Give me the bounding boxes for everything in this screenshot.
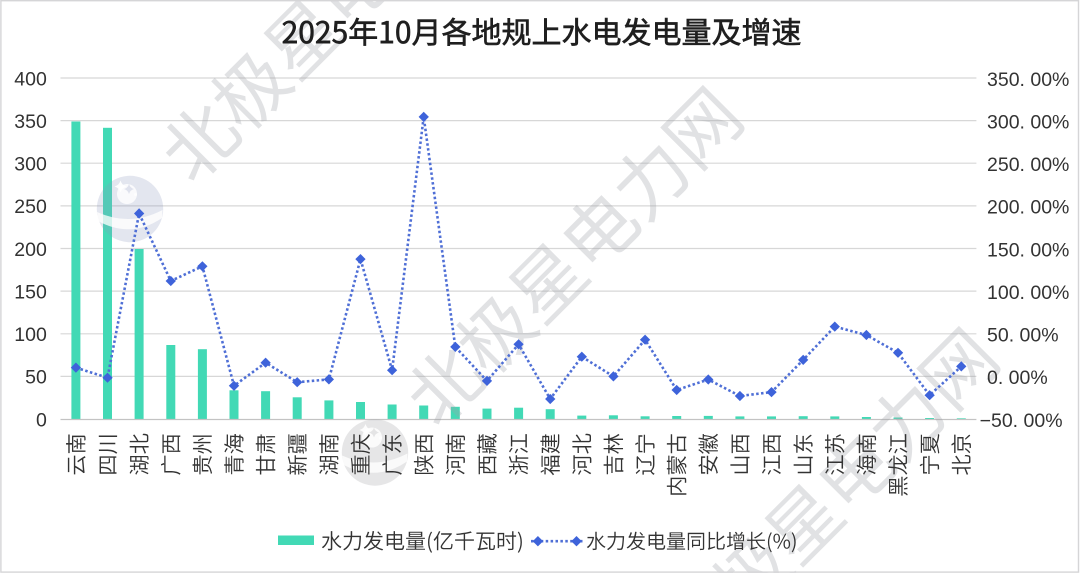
svg-text:100: 100 xyxy=(14,324,47,346)
svg-text:0. 00%: 0. 00% xyxy=(987,367,1048,389)
svg-text:250: 250 xyxy=(14,196,47,218)
svg-text:200. 00%: 200. 00% xyxy=(987,197,1069,219)
svg-text:100. 00%: 100. 00% xyxy=(987,282,1069,304)
svg-text:50: 50 xyxy=(25,367,47,389)
svg-text:−50. 00%: −50. 00% xyxy=(980,410,1063,432)
svg-text:0: 0 xyxy=(36,409,47,431)
svg-text:300. 00%: 300. 00% xyxy=(987,111,1069,133)
svg-text:300: 300 xyxy=(14,154,47,176)
svg-text:400: 400 xyxy=(14,68,47,90)
svg-text:150: 150 xyxy=(14,281,47,303)
svg-text:150. 00%: 150. 00% xyxy=(987,239,1069,261)
svg-text:250. 00%: 250. 00% xyxy=(987,154,1069,176)
svg-text:200: 200 xyxy=(14,239,47,261)
svg-text:50. 00%: 50. 00% xyxy=(987,325,1059,347)
svg-text:350: 350 xyxy=(14,111,47,133)
svg-text:350. 00%: 350. 00% xyxy=(987,69,1069,91)
